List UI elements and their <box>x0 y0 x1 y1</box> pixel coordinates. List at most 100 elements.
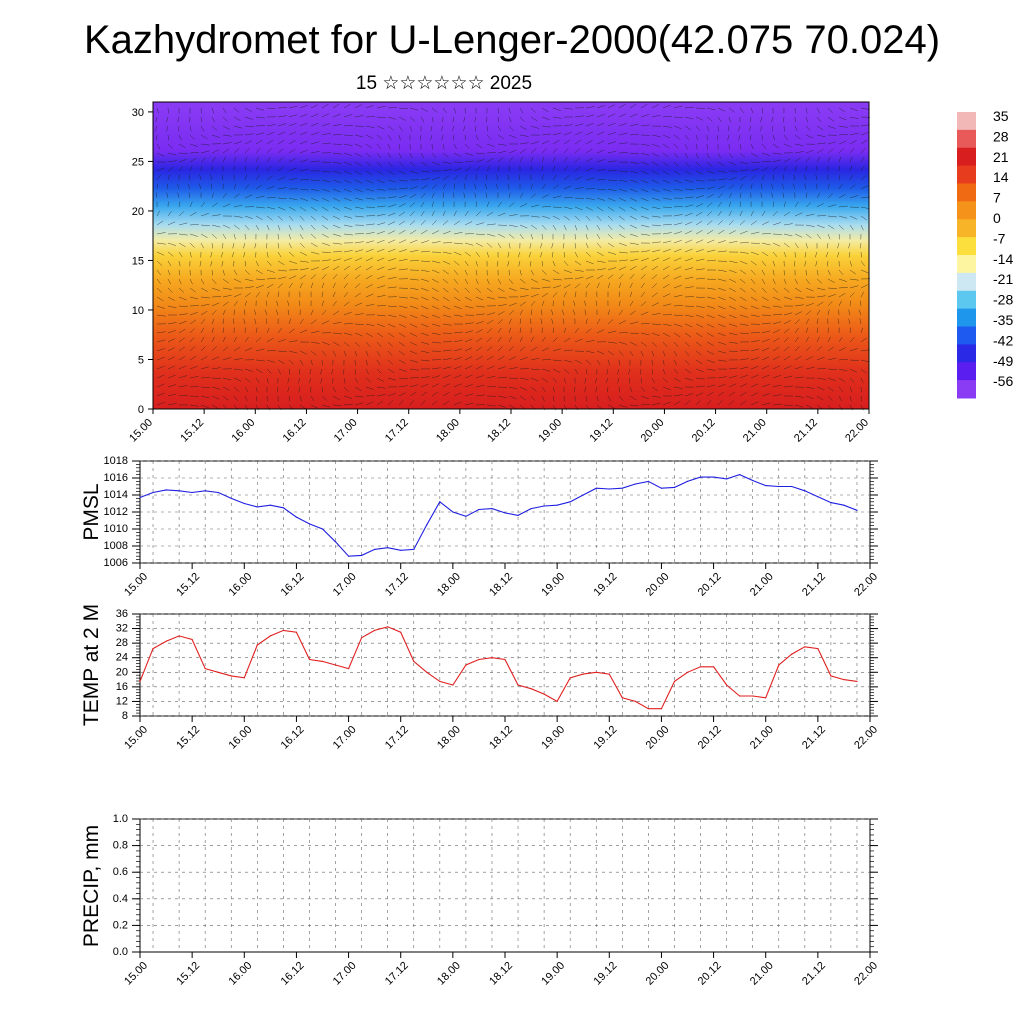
temp-x-tick-label: 21.12 <box>800 724 828 752</box>
temp-point <box>361 637 363 639</box>
temp-point <box>217 671 219 673</box>
temp-point <box>439 680 441 683</box>
temp-point <box>139 680 141 683</box>
precip-x-tick-label: 16.00 <box>226 960 254 988</box>
heatmap-x-tick-label: 19.00 <box>536 417 564 445</box>
precip-x-tick-label: 22.00 <box>852 960 880 988</box>
pmsl-x-tick-label: 20.12 <box>696 571 724 599</box>
temp-point <box>530 688 532 690</box>
precip-y-tick-label: 1.0 <box>113 813 128 825</box>
temp-x-tick-label: 20.12 <box>696 724 724 752</box>
temp-point <box>204 668 206 670</box>
precip-x-tick-label: 18.00 <box>435 960 463 988</box>
pmsl-point <box>726 478 728 480</box>
precip-x-tick-label: 21.00 <box>748 960 776 988</box>
pmsl-point <box>517 514 519 517</box>
wind-barbs <box>154 103 871 411</box>
colorbar-label: -28 <box>993 292 1013 308</box>
pmsl-series-line <box>139 474 858 557</box>
temp-point <box>400 631 402 633</box>
colorbar-label: 28 <box>993 128 1009 144</box>
temp-point <box>647 708 650 710</box>
pmsl-ylabel: PMSL <box>80 483 103 540</box>
pmsl-point <box>439 501 441 503</box>
pmsl-point <box>856 509 858 511</box>
temp-x-tick-label: 16.12 <box>279 724 307 752</box>
temp-y-tick-label: 16 <box>116 681 128 693</box>
pmsl-point <box>465 515 467 517</box>
temp-x-tick-label: 18.12 <box>487 724 515 752</box>
temp-y-tick-label: 24 <box>116 652 128 664</box>
colorbar-segment <box>957 219 976 238</box>
pmsl-point <box>413 548 415 551</box>
pmsl-x-tick-label: 18.00 <box>435 571 463 599</box>
temp-point <box>765 697 767 699</box>
temp-point <box>178 635 180 637</box>
temp-point <box>699 666 702 668</box>
colorbar-segment <box>957 326 976 345</box>
pmsl-y-tick-label: 1010 <box>104 523 128 535</box>
temp-series-line <box>139 626 858 710</box>
pmsl-point <box>804 490 806 492</box>
pmsl-y-tick-label: 1016 <box>104 472 128 484</box>
temp-point <box>595 671 597 673</box>
pmsl-x-tick-label: 17.12 <box>383 571 411 599</box>
temp-y-tick-label: 12 <box>116 695 128 707</box>
precip-x-tick-label: 15.12 <box>174 960 202 988</box>
colorbar-segment <box>957 165 976 184</box>
colorbar-label: -14 <box>993 251 1013 267</box>
temp-point <box>465 664 467 666</box>
pmsl-point <box>830 502 832 504</box>
temp-point <box>374 629 376 632</box>
temp-point <box>673 680 676 683</box>
temp-x-tick-label: 15.12 <box>174 724 202 752</box>
temp-x-tick-label: 17.00 <box>331 724 359 752</box>
colorbar-segment <box>957 344 976 363</box>
pmsl-point <box>582 494 584 496</box>
pmsl-point <box>595 487 597 489</box>
pmsl-point <box>152 491 154 494</box>
pmsl-x-tick-label: 21.12 <box>800 571 828 599</box>
temp-point <box>556 700 558 703</box>
pmsl-point <box>191 491 193 494</box>
temp-ylabel: TEMP at 2 M <box>80 604 103 726</box>
pmsl-x-tick-label: 18.12 <box>487 571 515 599</box>
temp-x-tick-label: 19.00 <box>539 724 567 752</box>
pmsl-x-tick-label: 19.12 <box>591 571 619 599</box>
precip-ylabel: PRECIP, mm <box>80 825 103 947</box>
temp-point <box>504 658 506 661</box>
pmsl-x-tick-label: 15.00 <box>122 571 150 599</box>
colorbar-label: -42 <box>993 332 1013 348</box>
temp-point <box>660 708 663 710</box>
pmsl-y-tick-label: 1014 <box>104 489 128 501</box>
temp-x-tick-label: 18.00 <box>435 724 463 752</box>
heatmap-x-tick-label: 16.12 <box>281 417 309 445</box>
temp-point <box>348 668 350 670</box>
temp-point <box>243 677 245 679</box>
temp-x-tick-label: 16.00 <box>226 724 254 752</box>
temp-point <box>269 635 271 637</box>
pmsl-point <box>230 497 232 499</box>
pmsl-point <box>204 490 206 492</box>
colorbar-label: 7 <box>993 190 1001 206</box>
precip-frame <box>139 818 871 953</box>
pmsl-point <box>765 485 767 487</box>
pmsl-x-tick-label: 20.00 <box>644 571 672 599</box>
pmsl-point <box>817 496 819 498</box>
precip-x-tick-label: 17.12 <box>383 960 411 988</box>
temp-point <box>739 695 741 697</box>
pmsl-point <box>791 485 793 488</box>
colorbar-segment <box>957 147 976 167</box>
heatmap-y-tick-label: 0 <box>138 404 144 416</box>
temp-point <box>413 660 415 663</box>
heatmap-x-tick-label: 21.00 <box>741 417 769 445</box>
pmsl-point <box>348 555 350 557</box>
temp-point <box>452 684 454 686</box>
heatmap-y-tick-label: 10 <box>132 305 144 317</box>
temp-point <box>804 646 806 648</box>
pmsl-point <box>282 507 284 509</box>
pmsl-x-tick-label: 19.00 <box>539 571 567 599</box>
pmsl-x-tick-label: 21.00 <box>748 571 776 599</box>
pmsl-point <box>647 480 650 482</box>
